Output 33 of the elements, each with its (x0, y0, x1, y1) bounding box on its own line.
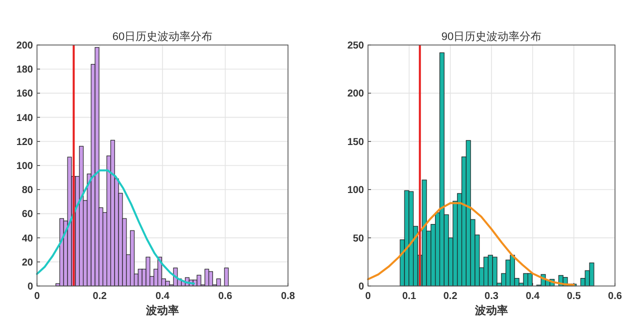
y-tick-label: 60 (22, 209, 34, 220)
y-tick-label: 200 (16, 40, 34, 52)
y-tick-label: 140 (16, 112, 34, 124)
x-tick-label: 0.8 (281, 291, 296, 302)
y-tick-label: 250 (347, 40, 364, 52)
y-tick-label: 0 (27, 282, 34, 292)
y-tick-label: 180 (16, 64, 34, 76)
x-tick-label: 0.1 (402, 291, 417, 302)
y-tick-label: 100 (347, 185, 364, 196)
x-tick-label: 0.2 (92, 291, 108, 302)
chart-title: 60日历史波动率分布 (112, 30, 213, 43)
x-tick-label: 0.6 (608, 291, 622, 302)
x-axis-title: 波动率 (474, 304, 508, 317)
x-tick-label: 0.2 (443, 291, 458, 302)
y-tick-label: 150 (347, 136, 364, 148)
y-tick-label: 80 (22, 185, 34, 196)
y-tick-label: 20 (22, 257, 34, 268)
y-tick-label: 100 (16, 161, 34, 172)
y-tick-label: 0 (358, 282, 364, 292)
x-tick-label: 0.6 (218, 291, 233, 302)
x-tick-label: 0.4 (156, 291, 170, 302)
chart-title: 90日历史波动率分布 (441, 30, 542, 43)
x-tick-label: 0 (34, 291, 40, 302)
x-axis-title: 波动率 (145, 304, 179, 317)
x-tick-label: 0.4 (526, 291, 540, 302)
x-tick-label: 0.5 (566, 291, 582, 302)
x-tick-label: 0 (365, 291, 372, 302)
y-tick-label: 160 (16, 88, 34, 100)
x-tick-label: 0.3 (484, 291, 499, 302)
y-tick-label: 50 (352, 233, 364, 244)
y-tick-label: 200 (347, 88, 364, 100)
y-tick-label: 40 (22, 233, 34, 244)
y-tick-label: 120 (16, 136, 34, 148)
